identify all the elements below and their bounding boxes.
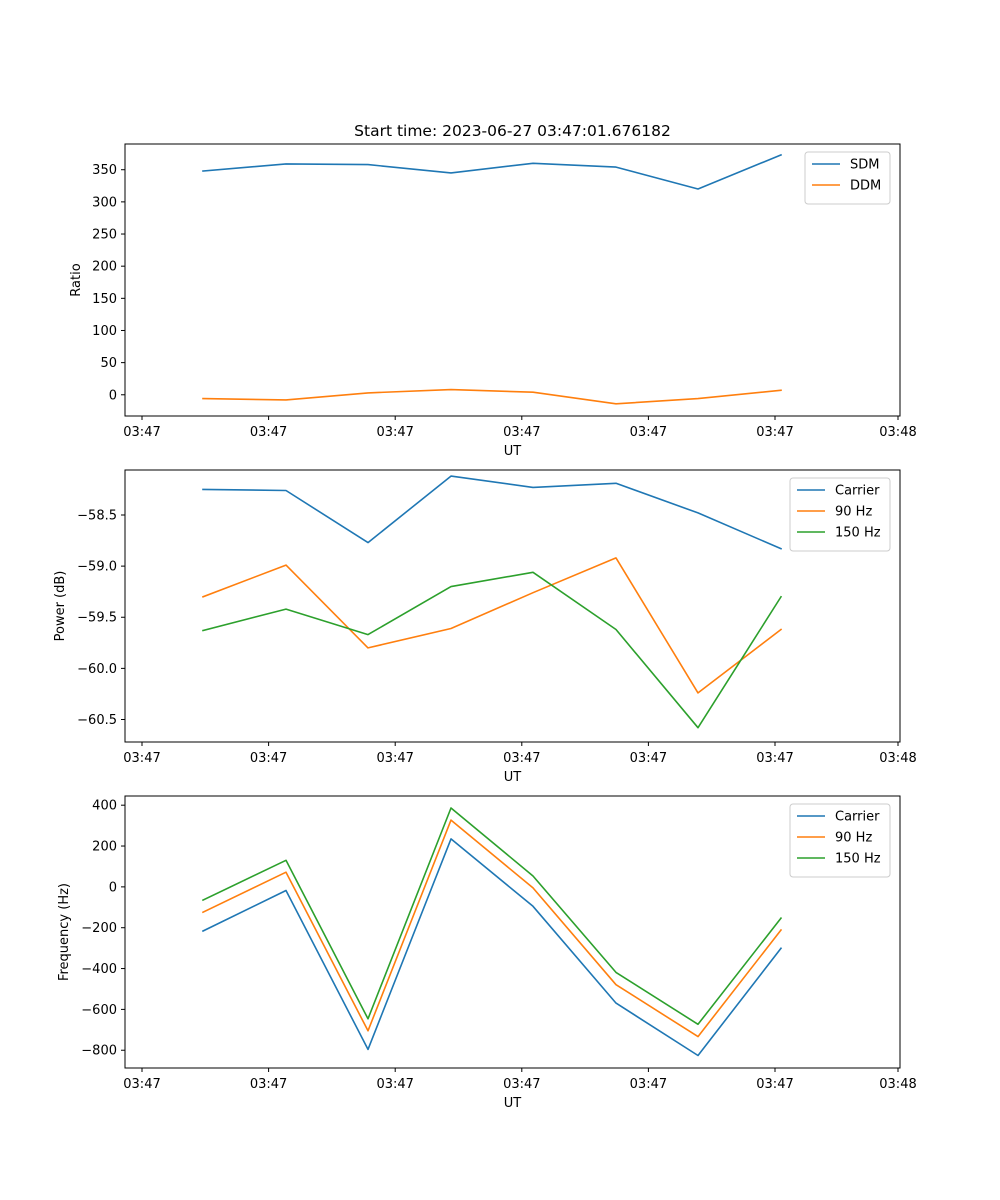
legend-label: Carrier	[835, 810, 880, 825]
legend-label: 90 Hz	[835, 505, 872, 520]
legend-label: Carrier	[835, 484, 880, 499]
x-tick-label: 03:47	[630, 1077, 667, 1092]
x-tick-label: 03:47	[250, 425, 287, 440]
series-line-ddm	[202, 388, 782, 405]
y-tick-label: −59.0	[77, 560, 117, 575]
legend: SDM DDM	[804, 151, 891, 205]
x-tick-label: 03:48	[879, 425, 916, 440]
axes-frame	[124, 469, 901, 743]
y-tick-label: −600	[81, 1003, 117, 1018]
y-tick-label: −60.0	[77, 662, 117, 677]
x-tick-label: 03:47	[250, 1077, 287, 1092]
x-tick-label: 03:47	[756, 425, 793, 440]
series-line-150-hz	[201, 807, 783, 1026]
x-axis-label: UT	[504, 444, 522, 459]
series-line-150-hz	[202, 571, 783, 729]
axes-frame	[124, 143, 901, 417]
x-tick-label: 03:48	[879, 1077, 916, 1092]
x-tick-label: 03:47	[503, 425, 540, 440]
y-tick-label: 100	[92, 324, 117, 339]
series-line-90-hz	[201, 557, 783, 694]
y-axis-label: Power (dB)	[53, 571, 68, 642]
legend-label: 150 Hz	[835, 526, 881, 541]
series-line-carrier	[202, 475, 783, 550]
x-tick-label: 03:48	[879, 751, 916, 766]
chart-panel-2: −60.5 −60.0 −59.5 −59.0 −58.5 03:47 03:47 03:47…	[53, 469, 917, 785]
y-axis-label: Ratio	[69, 263, 84, 296]
y-tick-label: 0	[109, 388, 117, 403]
y-tick-label: 350	[92, 163, 117, 178]
y-tick-label: 400	[92, 799, 117, 814]
series-line-carrier	[201, 838, 783, 1057]
x-tick-label: 03:47	[376, 425, 413, 440]
legend-box	[804, 151, 891, 205]
series-line-90-hz	[201, 819, 783, 1038]
figure-title: Start time: 2023-06-27 03:47:01.676182	[354, 122, 671, 140]
legend-label: 150 Hz	[835, 852, 881, 867]
series-line-sdm	[202, 153, 783, 190]
y-tick-label: 0	[109, 880, 117, 895]
chart-panel-1: 0 50 100 150 200 250 300 350 03:47 03:47 03:47 03:4…	[69, 143, 917, 459]
x-tick-label: 03:47	[123, 751, 160, 766]
legend: Carrier 90 Hz 150 Hz	[789, 803, 891, 878]
y-axis-label: Frequency (Hz)	[57, 883, 72, 981]
y-tick-label: −800	[81, 1044, 117, 1059]
x-tick-label: 03:47	[123, 1077, 160, 1092]
y-tick-label: 250	[92, 228, 117, 243]
chart-panel-3: −800 −600 −400 −200 0 200 400 03:47 03:47 03:47 03…	[57, 795, 917, 1111]
x-axis-label: UT	[504, 770, 522, 785]
x-tick-label: 03:47	[503, 1077, 540, 1092]
x-axis-label: UT	[504, 1096, 522, 1111]
y-tick-label: 50	[100, 356, 117, 371]
x-tick-label: 03:47	[123, 425, 160, 440]
y-tick-label: 200	[92, 840, 117, 855]
y-tick-label: 200	[92, 260, 117, 275]
y-tick-label: 150	[92, 292, 117, 307]
axes-frame	[124, 795, 901, 1069]
y-tick-label: −58.5	[77, 508, 117, 523]
x-tick-label: 03:47	[250, 751, 287, 766]
x-tick-label: 03:47	[756, 751, 793, 766]
x-tick-label: 03:47	[376, 1077, 413, 1092]
x-tick-label: 03:47	[756, 1077, 793, 1092]
y-tick-label: −400	[81, 962, 117, 977]
legend-label: SDM	[850, 158, 879, 173]
x-tick-label: 03:47	[630, 425, 667, 440]
x-tick-label: 03:47	[630, 751, 667, 766]
legend: Carrier 90 Hz 150 Hz	[789, 477, 891, 552]
x-tick-label: 03:47	[503, 751, 540, 766]
legend-label: DDM	[850, 179, 881, 194]
x-tick-label: 03:47	[376, 751, 413, 766]
legend-label: 90 Hz	[835, 831, 872, 846]
y-tick-label: −59.5	[77, 611, 117, 626]
y-tick-label: −60.5	[77, 713, 117, 728]
y-tick-label: −200	[81, 921, 117, 936]
y-tick-label: 300	[92, 195, 117, 210]
